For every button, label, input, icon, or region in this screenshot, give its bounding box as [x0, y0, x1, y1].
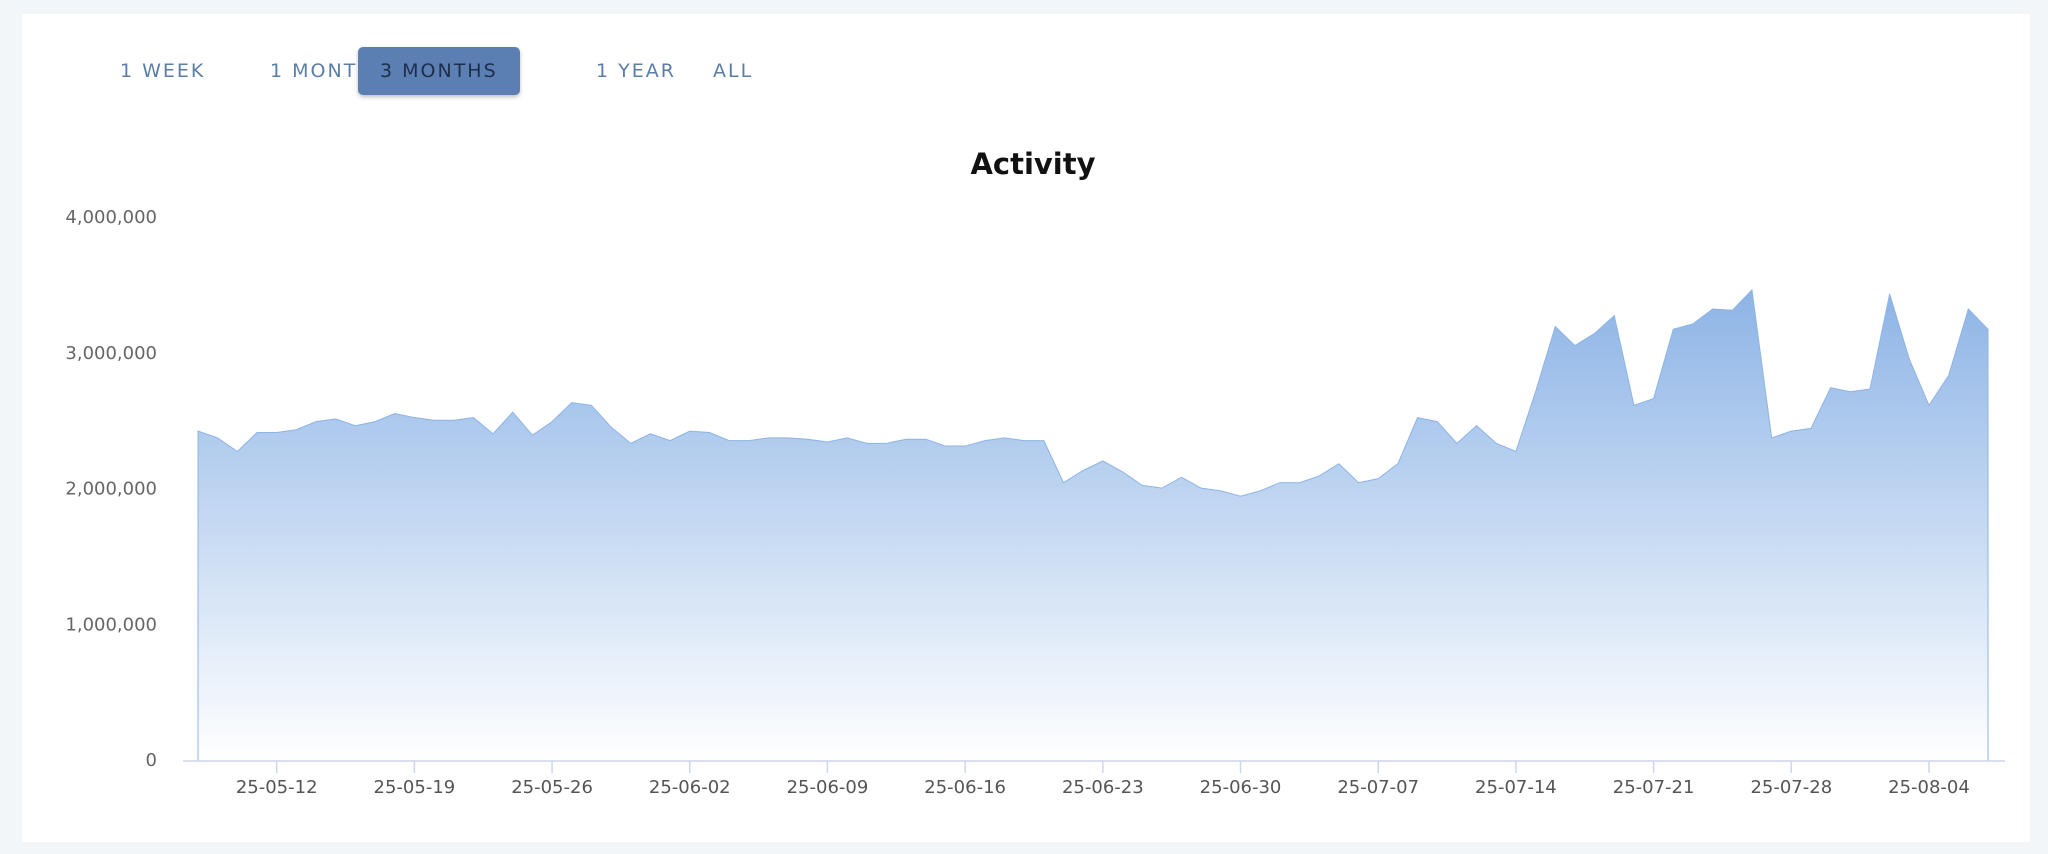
range-button[interactable]: ALL — [713, 60, 754, 82]
x-tick-label: 25-06-30 — [1200, 777, 1282, 798]
x-tick-label: 25-07-14 — [1475, 777, 1557, 798]
y-tick-label: 3,000,000 — [65, 343, 157, 364]
x-tick-label: 25-07-28 — [1750, 777, 1832, 798]
x-tick-label: 25-06-16 — [924, 777, 1006, 798]
range-button[interactable]: 1 WEEK — [120, 60, 206, 82]
range-button[interactable]: 1 YEAR — [596, 60, 676, 82]
x-tick-label: 25-06-09 — [787, 777, 869, 798]
y-tick-label: 0 — [146, 750, 157, 771]
x-tick-label: 25-07-21 — [1613, 777, 1695, 798]
y-tick-label: 4,000,000 — [65, 207, 157, 228]
y-tick-label: 1,000,000 — [65, 614, 157, 635]
x-tick-label: 25-08-04 — [1888, 777, 1970, 798]
area — [197, 288, 1989, 762]
y-tick-label: 2,000,000 — [65, 479, 157, 500]
x-tick-label: 25-06-02 — [649, 777, 731, 798]
x-tick-label: 25-07-07 — [1337, 777, 1419, 798]
x-tick-label: 25-06-23 — [1062, 777, 1144, 798]
x-tick-label: 25-05-12 — [236, 777, 318, 798]
range-button[interactable]: 3 MONTHS — [358, 47, 520, 95]
x-tick-label: 25-05-19 — [374, 777, 456, 798]
x-tick-label: 25-05-26 — [511, 777, 593, 798]
range-button[interactable]: 1 MONTH — [270, 60, 374, 82]
chart-title: Activity — [970, 147, 1095, 181]
